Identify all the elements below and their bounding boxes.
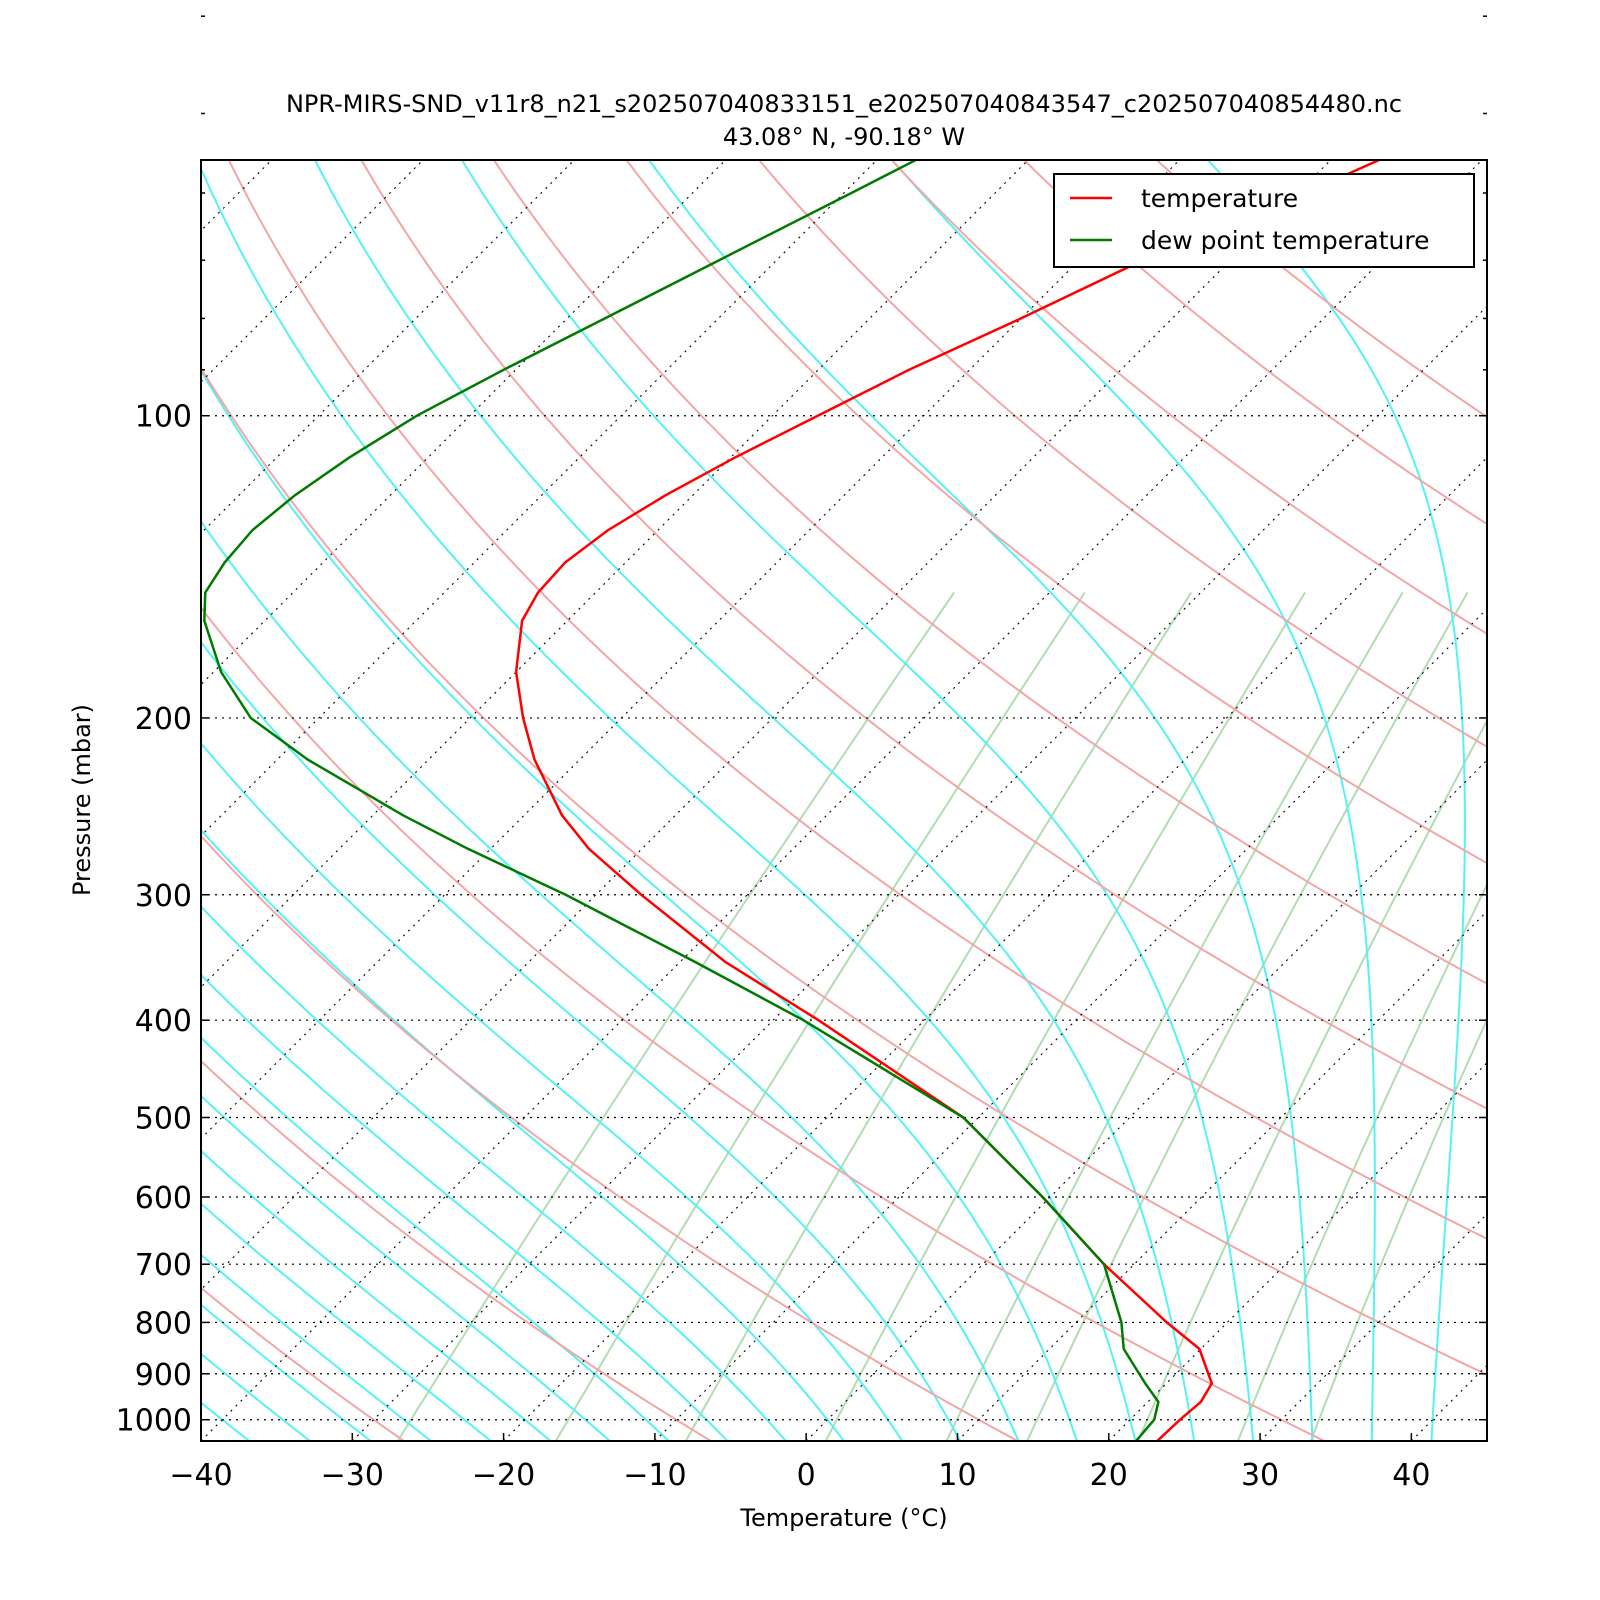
dry-adiabat-line [890, 160, 1487, 635]
moist-adiabat-line [201, 1253, 433, 1441]
y-tick-label: 300 [135, 879, 192, 914]
chart-subtitle: 43.08° N, -90.18° W [723, 123, 965, 151]
moist-adiabat-line [201, 519, 1020, 1441]
y-tick-label: 800 [135, 1306, 192, 1341]
y-axis-label: Pressure (mbar) [68, 704, 96, 896]
mixing-ratio-line [554, 591, 1086, 1441]
moist-adiabat-line [201, 1352, 312, 1441]
x-tick-labels: −40 −30 −20 −10 0 10 20 30 40 [169, 1458, 1430, 1493]
moist-adiabat-line [201, 1149, 553, 1441]
x-tick-label: 40 [1392, 1458, 1430, 1493]
moist-adiabat-line [0, 0, 128, 1442]
dry-adiabat-line [201, 834, 1019, 1441]
isotherm-50 [1563, 0, 1600, 1441]
dry-adiabat-line [492, 160, 1487, 985]
moist-adiabat-line [890, 160, 1376, 1441]
moist-adiabats [0, 0, 1466, 1442]
y-tick-label: 100 [135, 400, 192, 435]
dry-adiabat-line [201, 366, 1487, 1376]
mixing-ratio-line [1236, 882, 1487, 1441]
x-tick-label: −30 [321, 1458, 384, 1493]
y-tick-label: 500 [135, 1101, 192, 1136]
moist-adiabat-line [1206, 160, 1466, 1441]
moist-adiabat-line [201, 828, 846, 1441]
dewpoint-profile [203, 160, 1160, 1441]
legend-temperature-label: temperature [1141, 184, 1298, 213]
plot-area [0, 0, 1600, 1442]
dry-adiabat-line [360, 160, 1487, 1110]
x-tick-label: −20 [472, 1458, 535, 1493]
dry-adiabat-line [201, 606, 1325, 1441]
y-tick-label: 600 [135, 1181, 192, 1216]
moist-adiabat-line [201, 640, 962, 1441]
x-tick-label: 20 [1090, 1458, 1128, 1493]
x-axis-label: Temperature (°C) [739, 1504, 947, 1532]
x-tick-label: −10 [623, 1458, 686, 1493]
isobar-grid [201, 415, 1487, 1421]
y-tick-label: 200 [135, 702, 192, 737]
moist-adiabat-line [201, 1202, 493, 1441]
moist-adiabat-line [313, 160, 1196, 1441]
y-tick-label: 1000 [116, 1404, 192, 1439]
moist-adiabat-line [201, 904, 788, 1441]
dry-adiabat-line [201, 1059, 712, 1441]
axis-ticks [200, 15, 1487, 1441]
legend-box [1053, 173, 1475, 268]
moist-adiabat-line [460, 160, 1255, 1441]
moist-adiabat-line [201, 1094, 612, 1441]
moist-adiabat-line [201, 741, 904, 1441]
plot-frame [200, 159, 1488, 1442]
x-tick-label: 30 [1241, 1458, 1279, 1493]
mixing-ratio-lines [396, 591, 1487, 1441]
legend-dewpoint-label: dew point temperature [1141, 226, 1430, 255]
moist-adiabat-line [201, 1401, 251, 1441]
y-tick-label: 900 [135, 1358, 192, 1393]
x-tick-label: −40 [169, 1458, 232, 1493]
moist-adiabat-line [201, 166, 1137, 1441]
profiles [203, 160, 1383, 1441]
chart-title: NPR-MIRS-SND_v11r8_n21_s202507040833151_… [286, 90, 1402, 118]
moist-adiabat-line [647, 160, 1314, 1441]
isotherm--100 [201, 160, 576, 535]
dry-adiabat-line [757, 160, 1487, 748]
moist-adiabat-line [201, 973, 729, 1441]
mixing-ratio-line [684, 591, 1193, 1441]
dry-adiabat-line [227, 160, 1487, 1240]
y-tick-label: 700 [135, 1248, 192, 1283]
y-tick-label: 400 [135, 1004, 192, 1039]
legend: temperature dew point temperature [1053, 173, 1475, 268]
dry-adiabat-line [625, 160, 1487, 865]
x-tick-label: 0 [797, 1458, 816, 1493]
moist-adiabat-line [201, 1036, 671, 1441]
y-tick-labels: 100 200 300 400 500 600 700 800 900 1000 [116, 400, 192, 1439]
moist-adiabat-line [201, 368, 1078, 1441]
temperature-profile [514, 160, 1383, 1441]
x-tick-label: 10 [938, 1458, 976, 1493]
mixing-ratio-line [1309, 1017, 1487, 1441]
mixing-ratio-line [824, 591, 1306, 1441]
moist-adiabat-line [201, 1303, 373, 1441]
mixing-ratio-line [1137, 718, 1487, 1441]
mixing-ratio-line [1026, 592, 1469, 1441]
